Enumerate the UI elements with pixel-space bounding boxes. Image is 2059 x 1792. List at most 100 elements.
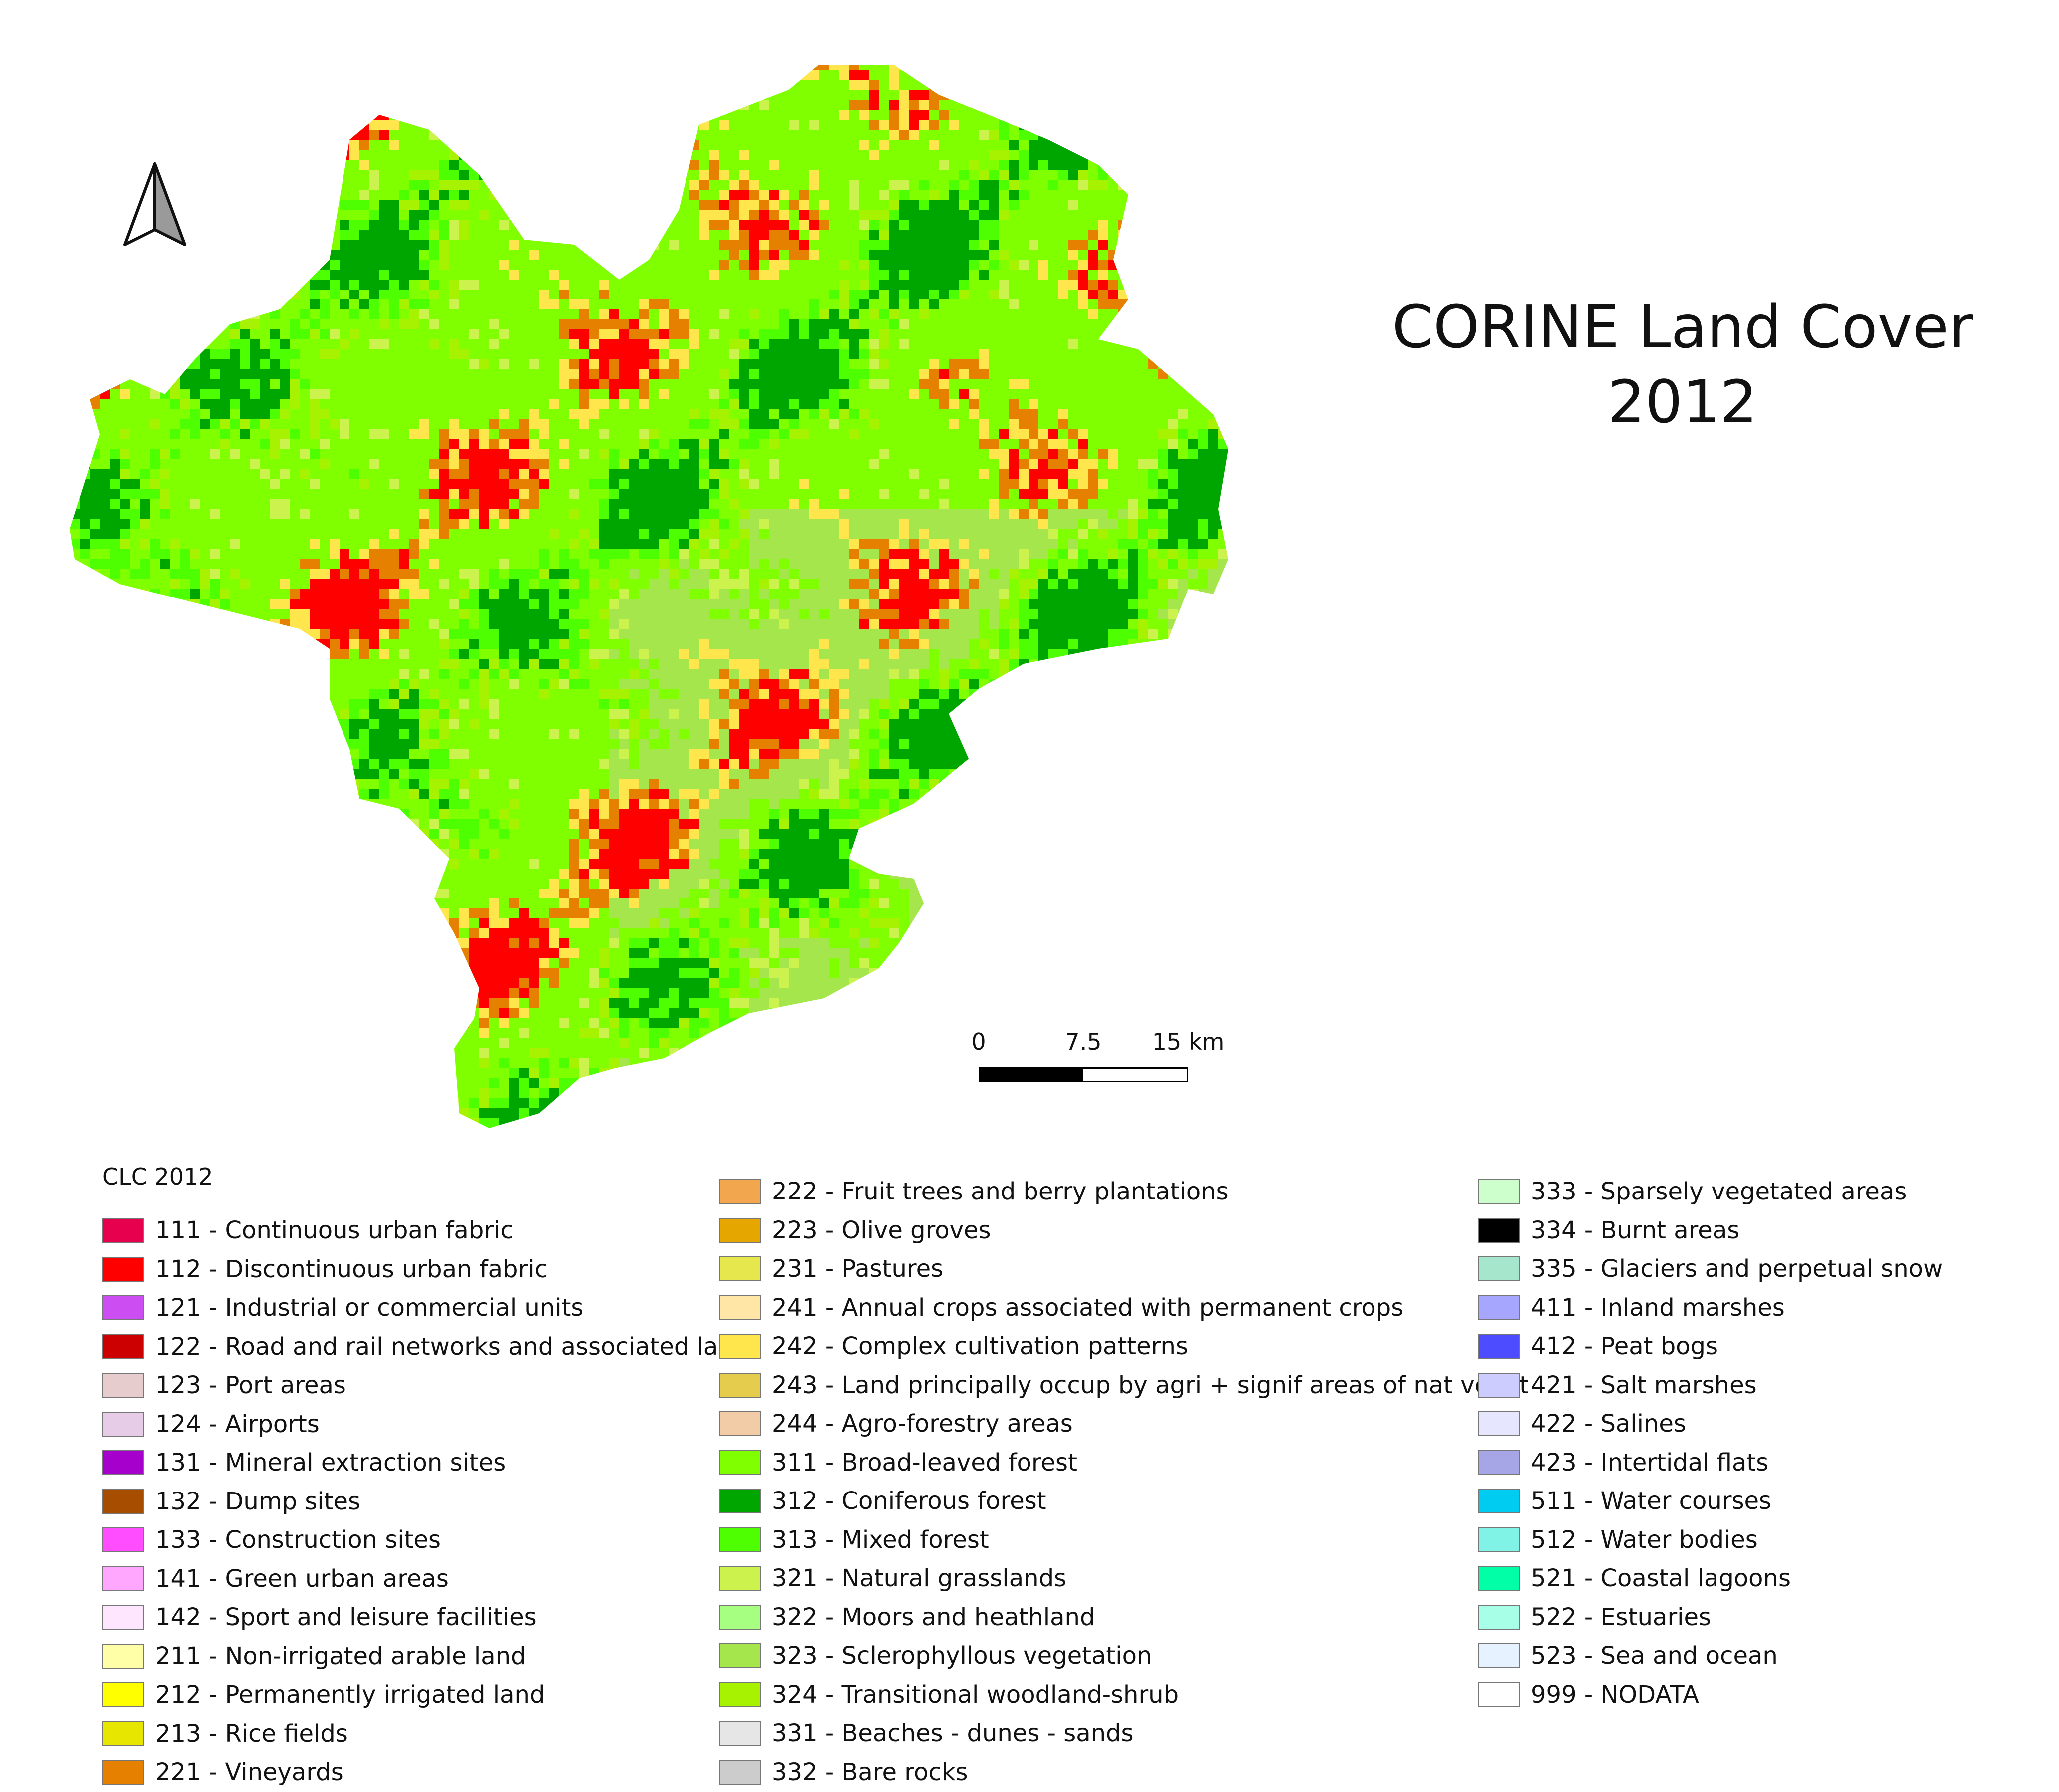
legend-item: 112 - Discontinuous urban fabric [102,1254,548,1284]
legend-item: 511 - Water courses [1478,1486,1771,1516]
legend-swatch [102,1721,144,1746]
legend-item: 132 - Dump sites [102,1487,360,1516]
legend-item: 121 - Industrial or commercial units [102,1293,583,1323]
legend-label: 111 - Continuous urban fabric [155,1216,514,1244]
legend-item: 231 - Pastures [719,1254,943,1284]
legend-label: 522 - Estuaries [1531,1603,1712,1631]
scale-label-0: 0 [971,1028,986,1055]
legend-item: 324 - Transitional woodland-shrub [719,1680,1179,1710]
legend-item: 321 - Natural grasslands [719,1563,1066,1593]
legend-item: 242 - Complex cultivation patterns [719,1331,1188,1361]
legend-swatch [102,1295,144,1320]
legend-swatch [719,1682,761,1707]
legend-swatch [102,1411,144,1437]
legend-label: 523 - Sea and ocean [1531,1642,1778,1670]
legend-swatch [102,1450,144,1475]
map-area[interactable] [0,0,2059,1143]
legend-item: 334 - Burnt areas [1478,1215,1739,1245]
legend-swatch [1478,1217,1520,1243]
legend-item: 423 - Intertidal flats [1478,1448,1768,1478]
legend-item: 332 - Bare rocks [719,1757,968,1787]
legend-item: 223 - Olive groves [719,1215,991,1245]
legend-label: 422 - Salines [1531,1410,1686,1438]
legend-label: 412 - Peat bogs [1531,1332,1718,1360]
legend-label: 511 - Water courses [1531,1487,1772,1515]
legend-swatch [719,1334,761,1359]
legend-label: 133 - Construction sites [155,1526,441,1554]
legend-label: 521 - Coastal lagoons [1531,1564,1791,1592]
legend-swatch [719,1256,761,1281]
legend-swatch [719,1450,761,1475]
legend-item: 522 - Estuaries [1478,1602,1711,1632]
legend-item: 331 - Beaches - dunes - sands [719,1718,1134,1748]
legend-swatch [719,1759,761,1785]
title-line-1: CORINE Land Cover [1392,293,1973,361]
legend-label: 112 - Discontinuous urban fabric [155,1255,548,1283]
legend-label: 241 - Annual crops associated with perma… [772,1293,1404,1322]
legend-swatch [1478,1566,1520,1591]
legend-swatch [1478,1527,1520,1552]
legend-swatch [719,1489,761,1513]
legend-swatch [719,1295,761,1320]
legend-label: 512 - Water bodies [1531,1525,1758,1554]
legend-item: 124 - Airports [102,1409,320,1439]
legend-swatch [719,1527,761,1552]
legend-item: 512 - Water bodies [1478,1525,1758,1555]
map-title: CORINE Land Cover 2012 [1348,290,2017,439]
legend-item: 111 - Continuous urban fabric [102,1215,514,1245]
legend-item: 222 - Fruit trees and berry plantations [719,1177,1229,1206]
legend-item: 422 - Salines [1478,1409,1686,1439]
legend-swatch [1478,1450,1520,1475]
legend-label: 131 - Mineral extraction sites [155,1449,506,1477]
legend-label: 221 - Vineyards [155,1758,343,1786]
legend-item: 212 - Permanently irrigated land [102,1680,545,1710]
legend-label: 243 - Land principally occup by agri + s… [772,1371,1529,1399]
legend-swatch [719,1643,761,1668]
legend-swatch [102,1605,144,1630]
scale-bar-graphic [979,1067,1188,1082]
legend-item: 421 - Salt marshes [1478,1370,1757,1400]
legend-item: 312 - Coniferous forest [719,1486,1046,1516]
legend-item: 131 - Mineral extraction sites [102,1448,506,1478]
legend-swatch [102,1256,144,1282]
legend-swatch [1478,1334,1520,1359]
legend-label: 223 - Olive groves [772,1216,991,1244]
legend-item: 122 - Road and rail networks and associa… [102,1332,748,1362]
legend-label: 132 - Dump sites [155,1487,361,1515]
north-arrow-icon [120,160,190,250]
legend-swatch [719,1566,761,1591]
legend-label: 222 - Fruit trees and berry plantations [772,1178,1229,1205]
legend-item: 141 - Green urban areas [102,1564,449,1594]
legend-label: 423 - Intertidal flats [1531,1448,1769,1477]
legend-swatch [1478,1489,1520,1513]
legend-label: 122 - Road and rail networks and associa… [155,1332,749,1361]
legend-label: 331 - Beaches - dunes - sands [772,1719,1134,1747]
legend-item: 411 - Inland marshes [1478,1293,1785,1323]
legend-swatch [102,1566,144,1591]
legend-swatch [102,1682,144,1707]
legend-swatch [102,1527,144,1552]
legend-swatch [1478,1643,1520,1668]
legend-swatch [1478,1256,1520,1281]
legend-item: 244 - Agro-forestry areas [719,1409,1073,1439]
legend-item: 213 - Rice fields [102,1719,348,1749]
legend-label: 211 - Non-irrigated arable land [155,1642,526,1670]
legend-item: 521 - Coastal lagoons [1478,1563,1791,1593]
legend-label: 242 - Complex cultivation patterns [772,1332,1188,1360]
legend-item: 142 - Sport and leisure facilities [102,1602,537,1632]
legend-swatch [719,1411,761,1436]
legend-label: 313 - Mixed forest [772,1525,989,1554]
legend-label: 141 - Green urban areas [155,1564,449,1593]
legend-swatch [1478,1179,1520,1204]
legend-label: 323 - Sclerophyllous vegetation [772,1642,1152,1670]
legend-item: 999 - NODATA [1478,1680,1699,1710]
legend-swatch [719,1179,761,1204]
legend-swatch [1478,1411,1520,1436]
scale-label-mid: 7.5 [1065,1028,1102,1055]
land-cover-map [70,65,1228,1128]
scale-bar: 0 7.5 15 km [969,1028,1224,1108]
legend-item: 133 - Construction sites [102,1525,441,1555]
legend-label: 332 - Bare rocks [772,1758,968,1786]
legend-label: 213 - Rice fields [155,1719,348,1748]
legend-label: 121 - Industrial or commercial units [155,1294,584,1322]
